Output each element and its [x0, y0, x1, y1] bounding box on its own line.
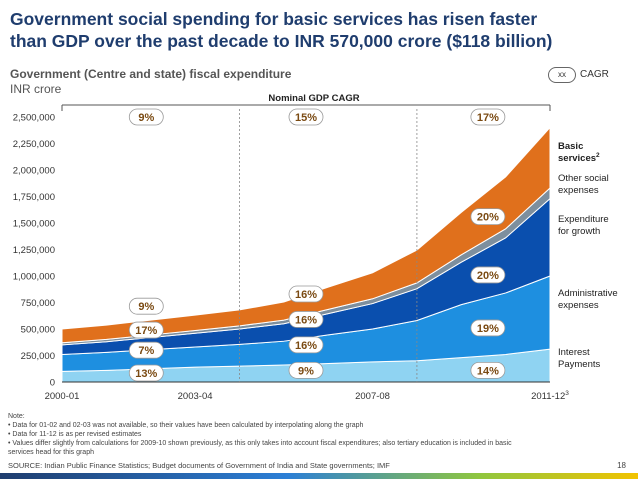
notes-heading: Note: — [8, 413, 25, 420]
cagr-badge-shape — [470, 266, 506, 284]
unit-label: INR crore — [10, 82, 62, 96]
gdp-cagr-badge-shape — [128, 108, 164, 126]
cagr-badge-label: 16% — [295, 314, 317, 326]
cagr-badge-label: 20% — [477, 212, 499, 224]
cagr-badge-label: 9% — [138, 301, 154, 313]
series-label-other_social: Other social expenses — [558, 173, 609, 196]
cagr-badge-label: 9% — [298, 365, 314, 377]
x-tick-label: 2003-04 — [178, 391, 213, 402]
cagr-badge-label: 20% — [477, 270, 499, 282]
cagr-badge-shape — [128, 297, 164, 315]
gdp-cagr-badge-label: 17% — [477, 112, 499, 124]
cagr-badge-shape — [288, 336, 324, 354]
cagr-badge-label: 16% — [295, 340, 317, 352]
x-tick-label: 2011-123 — [531, 390, 569, 402]
note-line: services head for this graph — [8, 449, 94, 456]
x-tick-label: 2000-01 — [45, 391, 80, 402]
y-tick-label: 1,250,000 — [13, 245, 55, 256]
source-note: SOURCE: Indian Public Finance Statistics… — [8, 461, 390, 470]
cagr-badge-shape — [470, 361, 506, 379]
series-label-growth: Expenditure for growth — [558, 214, 609, 237]
cagr-badge-shape — [288, 361, 324, 379]
note-line: • Values differ slightly from calculatio… — [8, 440, 512, 447]
gdp-cagr-badge-label: 15% — [295, 112, 317, 124]
cagr-legend-label: CAGR — [580, 69, 609, 80]
series-label-interest: Interest Payments — [558, 347, 600, 370]
cagr-badge-shape — [288, 285, 324, 303]
cagr-badge-label: 19% — [477, 323, 499, 335]
cagr-badge-label: 7% — [138, 345, 154, 357]
cagr-badge-shape — [128, 321, 164, 339]
y-tick-label: 750,000 — [21, 298, 55, 309]
series-label-administrative: Administrative expenses — [558, 288, 618, 311]
gdp-cagr-label: Nominal GDP CAGR — [268, 93, 359, 104]
y-tick-label: 1,000,000 — [13, 272, 55, 283]
chart-subtitle: Government (Centre and state) fiscal exp… — [10, 67, 292, 81]
cagr-badge-shape — [288, 311, 324, 328]
notes-block: Note: • Data for 01-02 and 02-03 was not… — [8, 412, 608, 457]
y-tick-label: 2,250,000 — [13, 139, 55, 150]
chart-axes: 0 250,000 500,000 750,000 1,000,000 1,250,000… — [13, 93, 570, 402]
page-number: 18 — [617, 461, 626, 470]
title-line-2: than GDP over the past decade to INR 570… — [10, 31, 553, 51]
cagr-badge-shape — [128, 341, 164, 359]
title-line-1: Government social spending for basic ser… — [10, 9, 538, 29]
note-line: • Data for 11-12 is as per revised estim… — [8, 431, 142, 438]
series-label-basic: Basic services2 — [558, 141, 600, 164]
note-line: • Data for 01-02 and 02-03 was not avail… — [8, 422, 364, 429]
y-tick-label: 1,750,000 — [13, 192, 55, 203]
y-tick-label: 500,000 — [21, 325, 55, 336]
gdp-cagr-badge-shape — [288, 108, 324, 126]
cagr-badge-shape — [470, 208, 506, 226]
chart-svg: 0 250,000 500,000 750,000 1,000,000 1,250,000… — [13, 93, 618, 402]
cagr-badge-label: 16% — [295, 289, 317, 301]
footer-gradient-bar — [0, 473, 638, 479]
cagr-badges: 9% 15% 17% 13% 7% 17% 9% 9% 16% 16% 16% 14% 19% 20% 20… — [128, 108, 506, 382]
gdp-cagr-badge-label: 9% — [138, 112, 154, 124]
cagr-badge-shape — [128, 364, 164, 382]
series-labels: Basic services2 Other social expenses Expend… — [558, 141, 618, 370]
cagr-badge-label: 13% — [135, 368, 157, 380]
page-title: Government social spending for basic ser… — [10, 8, 590, 52]
y-tick-label: 2,500,000 — [13, 113, 55, 124]
cagr-badge-label: 14% — [477, 365, 499, 377]
y-tick-label: 250,000 — [21, 351, 55, 362]
cagr-legend-symbol: xx — [548, 67, 576, 83]
x-tick-label: 2007-08 — [355, 391, 390, 402]
y-tick-label: 0 — [50, 378, 55, 389]
cagr-badge-shape — [470, 319, 506, 337]
y-tick-label: 1,500,000 — [13, 219, 55, 230]
gdp-cagr-badge-shape — [470, 108, 506, 126]
cagr-badge-label: 17% — [135, 325, 157, 337]
y-tick-label: 2,000,000 — [13, 166, 55, 177]
